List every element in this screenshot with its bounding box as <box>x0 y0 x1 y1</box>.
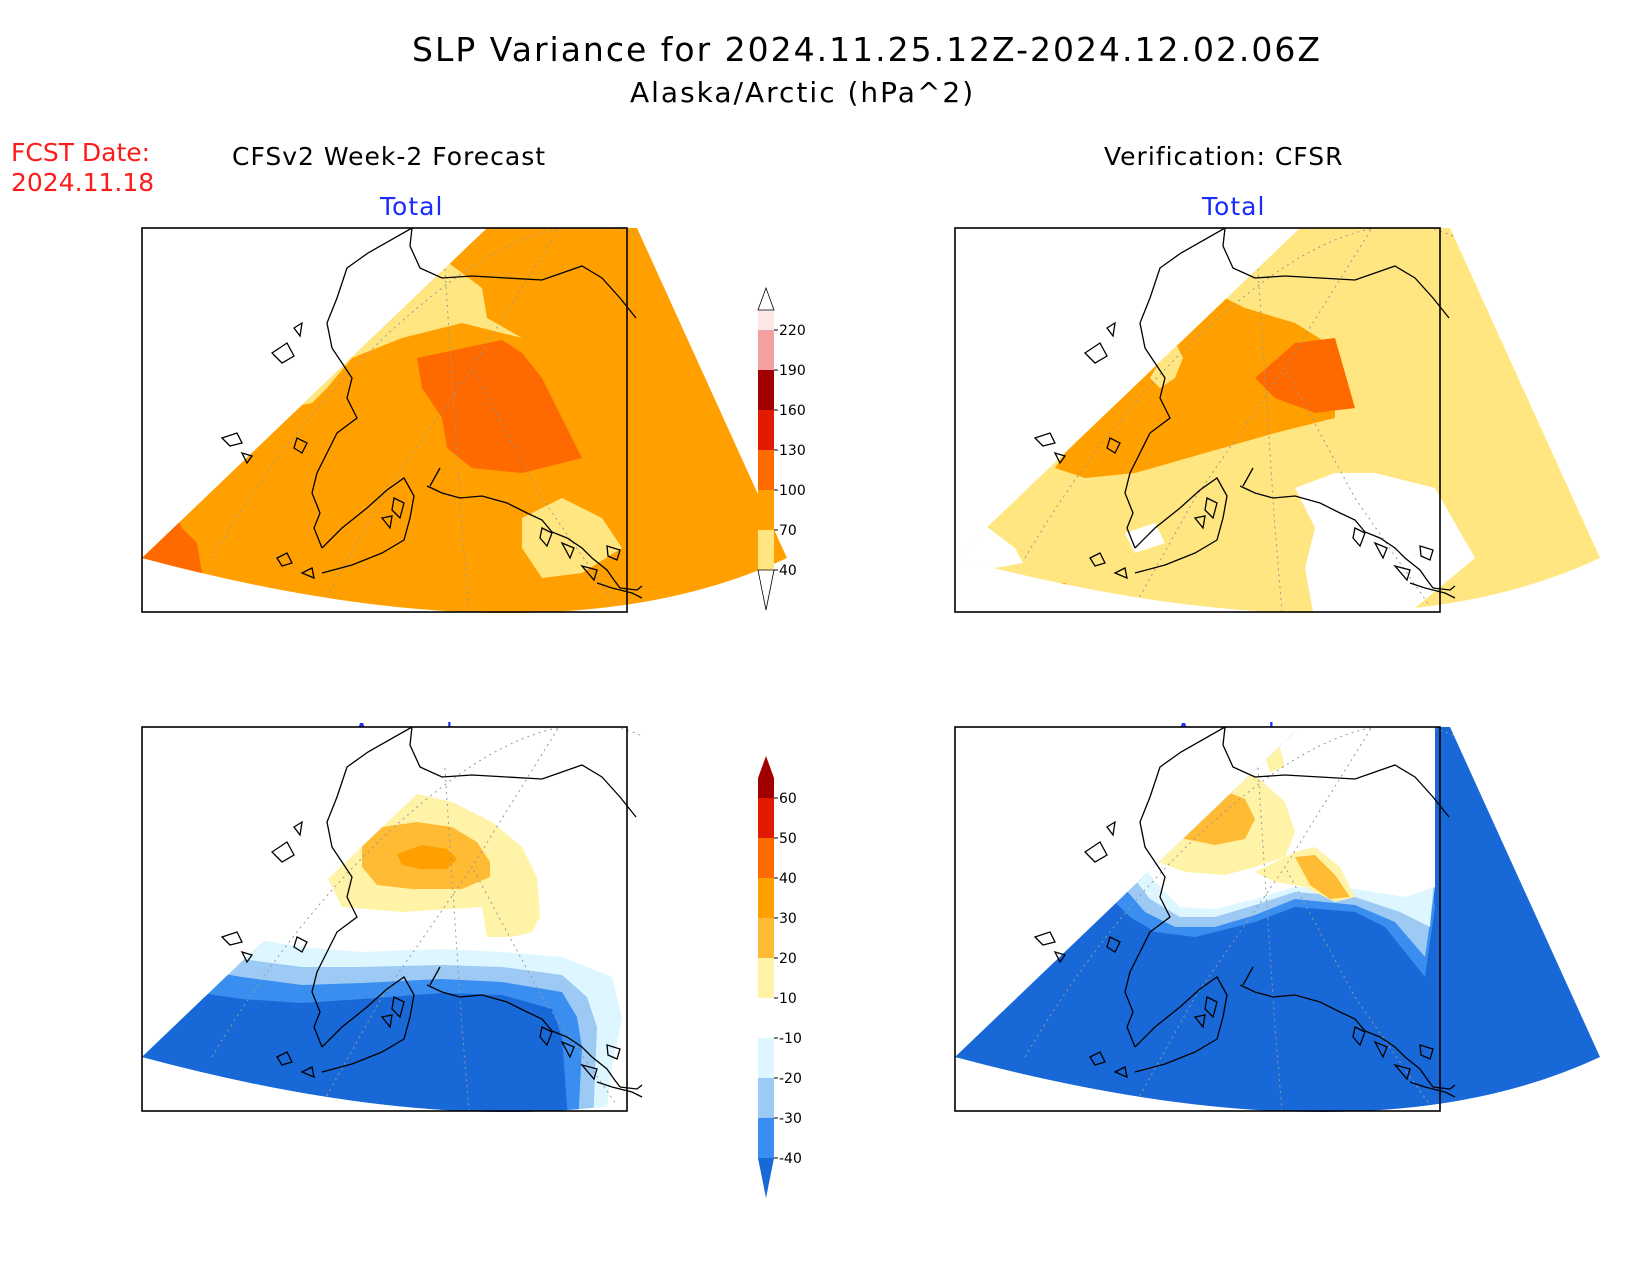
colorbar-anomaly-label: -30 <box>779 1111 802 1127</box>
colorbar-total-swatch <box>758 450 774 490</box>
colorbar-anomaly-swatch <box>758 998 774 1038</box>
fcst-date-value: 2024.11.18 <box>11 168 155 197</box>
colorbar-anomaly-label: 30 <box>779 911 797 927</box>
colorbar-anomaly-label: 50 <box>779 831 797 847</box>
colorbar-anomaly-lower-extension <box>758 1158 774 1198</box>
colorbar-anomaly-swatch <box>758 778 774 798</box>
page-subtitle: Alaska/Arctic (hPa^2) <box>630 76 976 109</box>
colorbar-anomaly-label: -40 <box>779 1151 802 1167</box>
colorbar-anomaly-swatch <box>758 958 774 998</box>
colorbar-anomaly-swatch <box>758 1038 774 1078</box>
colorbar-anomaly-swatch <box>758 798 774 838</box>
colorbar-anomaly-upper-extension <box>758 756 774 778</box>
colorbar-total-swatch <box>758 490 774 530</box>
map-verification-anomaly <box>954 726 1600 1112</box>
colorbar-anomaly-swatch <box>758 838 774 878</box>
map-verification-total <box>954 227 1600 613</box>
colorbar-total-label: 160 <box>779 403 806 419</box>
colorbar-anomaly-label: -20 <box>779 1071 802 1087</box>
colorbar-anomaly-swatch <box>758 918 774 958</box>
colorbar-total-swatch <box>758 370 774 410</box>
colorbar-anomaly: -40 -30 -20 -10 10 20 30 40 50 60 <box>758 756 802 1198</box>
colorbar-total-swatch <box>758 410 774 450</box>
colorbar-total-swatch <box>758 330 774 370</box>
colorbar-total-label: 190 <box>779 363 806 379</box>
colorbar-total-label: 220 <box>779 323 806 339</box>
panel-title-verification-total: Total <box>1202 192 1266 221</box>
colorbar-total-label: 70 <box>779 523 797 539</box>
colorbar-anomaly-label: 40 <box>779 871 797 887</box>
colorbar-total-label: 130 <box>779 443 806 459</box>
column-title-verification: Verification: CFSR <box>1104 142 1344 171</box>
panel-title-forecast-total: Total <box>380 192 444 221</box>
page-title: SLP Variance for 2024.11.25.12Z-2024.12.… <box>412 30 1323 69</box>
colorbar-anomaly-swatch <box>758 878 774 918</box>
colorbar-total: 40 70 100 130 160 190 220 <box>757 286 806 611</box>
fcst-date-label: FCST Date: <box>11 138 151 167</box>
colorbar-total-swatch <box>758 310 774 330</box>
colorbar-total-upper-extension <box>757 286 775 311</box>
colorbar-anomaly-label: 60 <box>779 791 797 807</box>
colorbar-total-label: 40 <box>779 563 797 579</box>
colorbar-total-swatch <box>758 530 774 570</box>
colorbar-anomaly-label: 20 <box>779 951 797 967</box>
colorbar-anomaly-label: 10 <box>779 991 797 1007</box>
colorbar-anomaly-swatch <box>758 1118 774 1158</box>
column-title-forecast: CFSv2 Week-2 Forecast <box>232 142 547 171</box>
map-forecast-total <box>141 227 787 613</box>
colorbar-anomaly-swatch <box>758 1078 774 1118</box>
colorbar-total-lower-extension <box>757 569 775 611</box>
map-forecast-anomaly <box>141 726 787 1112</box>
colorbar-total-label: 100 <box>779 483 806 499</box>
colorbar-anomaly-label: -10 <box>779 1031 802 1047</box>
